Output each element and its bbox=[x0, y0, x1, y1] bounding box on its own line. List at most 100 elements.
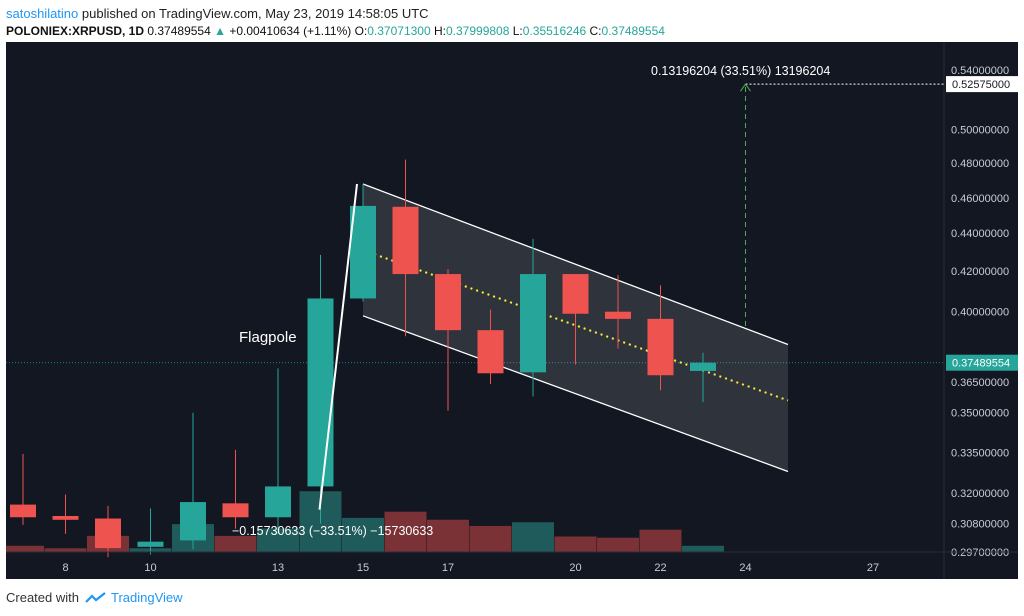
candle[interactable] bbox=[690, 352, 716, 403]
candle-body bbox=[137, 541, 164, 547]
candle-body bbox=[222, 503, 249, 518]
ohlc-legend: POLONIEX:XRPUSD, 1D 0.37489554 ▲ +0.0041… bbox=[6, 24, 665, 38]
publish-info: satoshilatino published on TradingView.c… bbox=[6, 6, 429, 21]
candles bbox=[10, 159, 716, 558]
price-tick-label: 0.35000000 bbox=[951, 408, 1009, 420]
candle[interactable] bbox=[647, 285, 674, 391]
price-tick-label: 0.29700000 bbox=[951, 547, 1009, 559]
candle-body bbox=[307, 298, 334, 487]
close-value: 0.37489554 bbox=[601, 24, 665, 38]
created-with-text: Created with bbox=[6, 590, 79, 605]
candle-body bbox=[647, 318, 674, 376]
candle[interactable] bbox=[435, 269, 461, 411]
chart-area[interactable]: 0.54000000 0.50000000 0.48000000 0.46000000… bbox=[2, 42, 1018, 579]
footer: Created with TradingView bbox=[6, 590, 183, 605]
target-price-label: 0.52575000 bbox=[952, 79, 1010, 91]
candle[interactable] bbox=[307, 254, 334, 524]
candle-body bbox=[690, 362, 716, 371]
time-axis-background[interactable] bbox=[6, 552, 944, 579]
volume-bar bbox=[342, 517, 384, 552]
price-tick-label: 0.50000000 bbox=[951, 124, 1009, 136]
candle[interactable] bbox=[222, 449, 249, 529]
candle[interactable] bbox=[265, 368, 291, 534]
flagpole-label: Flagpole bbox=[239, 329, 297, 346]
open-value: 0.37071300 bbox=[367, 24, 431, 38]
candle-body bbox=[350, 205, 376, 299]
channel-upper-line[interactable] bbox=[362, 183, 789, 346]
tradingview-link[interactable]: TradingView bbox=[110, 590, 183, 605]
volume-bar bbox=[469, 525, 512, 552]
date-tick-label: 17 bbox=[442, 562, 454, 574]
date-tick-label: 15 bbox=[357, 562, 369, 574]
flagpole-line[interactable] bbox=[318, 183, 358, 510]
published-text: published on TradingView.com, May 23, 20… bbox=[81, 6, 429, 21]
candle[interactable] bbox=[562, 274, 589, 365]
candle[interactable] bbox=[180, 412, 206, 550]
volume-bar bbox=[44, 548, 87, 552]
pole-measure-label: −0.15730633 (−33.51%) −15730633 bbox=[232, 524, 433, 538]
target-arrow-icon bbox=[740, 83, 751, 92]
candle-body bbox=[95, 518, 121, 549]
target-measure-label: 0.13196204 (33.51%) 13196204 bbox=[651, 64, 830, 78]
price-axis-background[interactable] bbox=[944, 42, 1018, 579]
price-change: +0.00410634 (+1.11%) bbox=[229, 24, 352, 38]
low-value: 0.35516246 bbox=[522, 24, 587, 38]
last-price: 0.37489554 bbox=[147, 24, 211, 38]
candlestick-chart[interactable]: 0.54000000 0.50000000 0.48000000 0.46000000… bbox=[2, 42, 1018, 579]
close-label: C: bbox=[589, 24, 602, 38]
price-tick-label: 0.30800000 bbox=[951, 519, 1009, 531]
current-price-label: 0.37489554 bbox=[952, 358, 1010, 370]
candle[interactable] bbox=[392, 159, 419, 337]
author-link[interactable]: satoshilatino bbox=[6, 6, 79, 21]
date-tick-label: 24 bbox=[739, 562, 751, 574]
price-tick-label: 0.42000000 bbox=[951, 266, 1009, 278]
price-tick-label: 0.32000000 bbox=[951, 488, 1009, 500]
volume-bar bbox=[554, 536, 597, 552]
price-tick-label: 0.54000000 bbox=[951, 65, 1009, 77]
date-tick-label: 10 bbox=[144, 562, 156, 574]
tradingview-logo-icon bbox=[85, 591, 106, 603]
channel-lower-line[interactable] bbox=[362, 315, 789, 473]
price-axis-ticks: 0.54000000 0.50000000 0.48000000 0.46000000… bbox=[951, 65, 1009, 559]
up-arrow-icon: ▲ bbox=[214, 24, 227, 38]
candle[interactable] bbox=[350, 184, 376, 302]
candle-body bbox=[520, 274, 546, 373]
volume-bar bbox=[257, 528, 299, 552]
price-tick-label: 0.40000000 bbox=[951, 307, 1009, 319]
candle-body bbox=[477, 330, 504, 374]
candle-body bbox=[265, 486, 291, 518]
current-price-badge bbox=[946, 354, 1018, 371]
candle-body bbox=[605, 311, 631, 319]
date-tick-label: 27 bbox=[867, 562, 879, 574]
candle[interactable] bbox=[95, 505, 121, 558]
target-price-badge bbox=[946, 76, 1018, 93]
symbol-label[interactable]: POLONIEX:XRPUSD, 1D bbox=[6, 24, 145, 38]
candle[interactable] bbox=[477, 309, 504, 385]
price-tick-label: 0.33500000 bbox=[951, 448, 1009, 460]
chart-header: satoshilatino published on TradingView.c… bbox=[0, 0, 1024, 42]
volume-bar bbox=[427, 519, 469, 552]
candle[interactable] bbox=[52, 494, 79, 534]
volume-bar bbox=[639, 529, 682, 552]
price-tick-label: 0.36500000 bbox=[951, 377, 1009, 389]
candle-body bbox=[10, 504, 36, 518]
candle-body bbox=[562, 274, 589, 314]
date-tick-label: 20 bbox=[569, 562, 581, 574]
candle[interactable] bbox=[520, 238, 546, 397]
volume-bar bbox=[384, 511, 427, 552]
low-label: L: bbox=[512, 24, 523, 38]
open-label: O: bbox=[354, 24, 368, 38]
high-value: 0.37999808 bbox=[446, 24, 510, 38]
plot-background bbox=[6, 42, 944, 552]
volume-bar bbox=[512, 522, 554, 552]
candle-body bbox=[180, 502, 206, 541]
date-tick-label: 22 bbox=[654, 562, 666, 574]
price-labels: 0.37489554 0.52575000 bbox=[946, 76, 1018, 371]
candle[interactable] bbox=[137, 508, 164, 555]
candle[interactable] bbox=[10, 453, 36, 525]
candle[interactable] bbox=[605, 275, 631, 349]
date-tick-label: 13 bbox=[272, 562, 284, 574]
volume-bar bbox=[214, 535, 257, 552]
candle-body bbox=[435, 274, 461, 331]
drawings bbox=[318, 83, 944, 510]
